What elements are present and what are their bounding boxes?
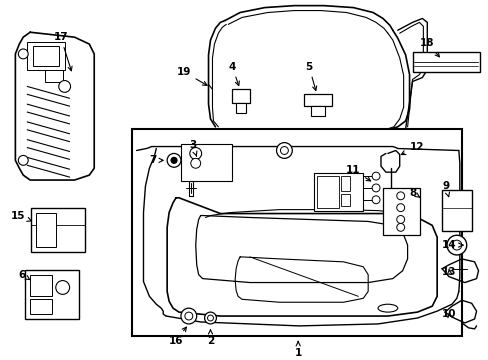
Bar — [181, 144, 232, 181]
Circle shape — [371, 184, 379, 192]
Bar — [36, 212, 56, 247]
Bar — [340, 194, 350, 206]
Ellipse shape — [377, 304, 397, 312]
Text: 8: 8 — [409, 188, 419, 198]
Circle shape — [18, 49, 28, 59]
Text: 2: 2 — [206, 330, 214, 346]
Bar — [131, 129, 461, 336]
Text: 1: 1 — [294, 342, 301, 357]
Circle shape — [184, 312, 192, 320]
Bar — [316, 176, 338, 208]
Circle shape — [181, 308, 196, 324]
Bar — [313, 173, 363, 211]
Text: 16: 16 — [168, 327, 186, 346]
Bar — [30, 299, 52, 314]
Circle shape — [396, 224, 404, 231]
Circle shape — [276, 143, 292, 158]
Text: 15: 15 — [11, 211, 31, 221]
Circle shape — [451, 240, 461, 250]
Circle shape — [167, 153, 181, 167]
Text: 12: 12 — [401, 141, 423, 154]
Bar — [310, 106, 324, 116]
Bar — [382, 188, 420, 235]
Text: 18: 18 — [419, 38, 439, 57]
Bar — [31, 208, 85, 252]
Bar — [340, 176, 350, 191]
Bar — [441, 190, 471, 231]
Bar — [27, 42, 64, 70]
Bar — [232, 89, 249, 103]
Text: 4: 4 — [228, 62, 239, 86]
Text: 19: 19 — [176, 67, 206, 85]
Bar — [412, 52, 479, 72]
Bar — [30, 275, 52, 296]
Bar — [304, 94, 331, 106]
Text: 5: 5 — [305, 62, 316, 90]
Circle shape — [18, 156, 28, 165]
Text: 11: 11 — [345, 165, 370, 181]
Circle shape — [171, 157, 177, 163]
Circle shape — [190, 158, 200, 168]
Circle shape — [371, 196, 379, 204]
Circle shape — [56, 280, 69, 294]
Circle shape — [189, 148, 201, 159]
Circle shape — [207, 315, 213, 321]
Circle shape — [396, 216, 404, 224]
Text: 9: 9 — [441, 181, 448, 197]
Text: 13: 13 — [441, 267, 456, 277]
Circle shape — [204, 312, 216, 324]
Bar — [45, 70, 62, 81]
Circle shape — [396, 204, 404, 212]
Text: 3: 3 — [189, 140, 197, 156]
Bar — [33, 46, 59, 66]
Bar — [236, 103, 245, 113]
Circle shape — [446, 235, 466, 255]
Circle shape — [280, 147, 288, 154]
Text: 14: 14 — [441, 240, 462, 250]
Text: 7: 7 — [149, 156, 163, 165]
Circle shape — [371, 172, 379, 180]
Text: 6: 6 — [18, 270, 30, 280]
Circle shape — [59, 81, 70, 93]
Circle shape — [396, 192, 404, 200]
Text: 10: 10 — [441, 309, 456, 319]
Text: 17: 17 — [53, 32, 72, 71]
Bar — [25, 270, 79, 319]
